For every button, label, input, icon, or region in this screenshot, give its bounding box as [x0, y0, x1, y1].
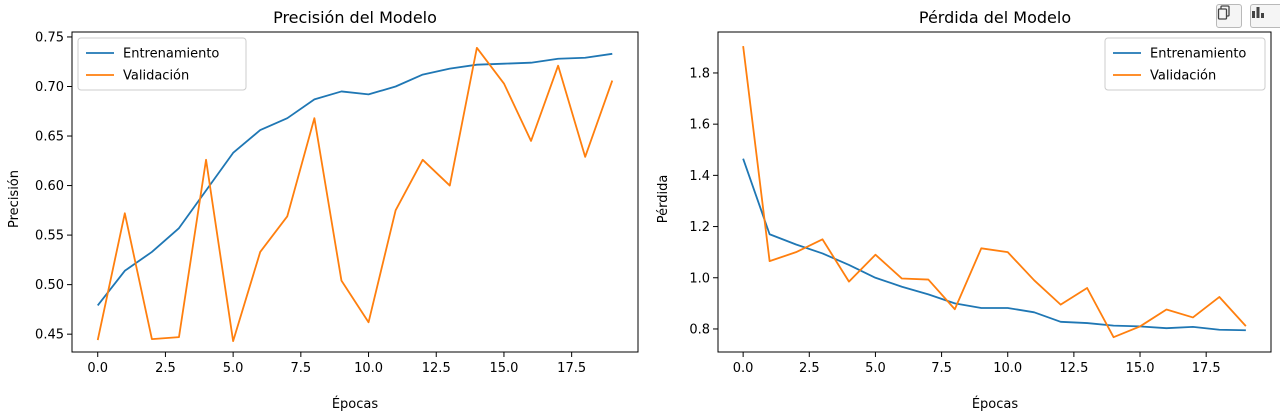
loss-y-tick-label: 0.8 [689, 322, 710, 337]
loss-chart-ylabel: Pérdida [656, 175, 671, 224]
loss-x-tick-label: 17.5 [1192, 361, 1221, 376]
copy-icon [1217, 5, 1230, 20]
accuracy-y-tick-label: 0.70 [35, 80, 64, 95]
loss-y-tick-label: 1.0 [689, 271, 710, 286]
accuracy-y-tick-label: 0.55 [35, 229, 64, 244]
loss-y-tick-label: 1.4 [689, 169, 710, 184]
accuracy-x-tick-label: 2.5 [155, 361, 176, 376]
accuracy-series-line-train [97, 52, 613, 306]
copy-button[interactable] [1216, 4, 1242, 28]
accuracy-x-tick-label: 15.0 [489, 361, 518, 376]
loss-series-line-val [742, 45, 1247, 339]
accuracy-chart-title: Precisión del Modelo [273, 8, 437, 27]
chart-button[interactable] [1250, 4, 1280, 28]
accuracy-series-line-val [96, 46, 614, 343]
loss-legend [1104, 37, 1266, 91]
accuracy-y-tick-label: 0.65 [35, 130, 64, 145]
accuracy-legend-label: Validación [123, 69, 189, 84]
chart-icon [1252, 7, 1264, 18]
accuracy-legend-label: Entrenamiento [123, 47, 219, 62]
loss-y-tick-label: 1.8 [689, 66, 710, 81]
accuracy-y-tick-label: 0.45 [35, 328, 64, 343]
loss-x-tick-label: 15.0 [1126, 361, 1155, 376]
accuracy-chart-xlabel: Épocas [332, 396, 379, 412]
accuracy-x-tick-label: 7.5 [290, 361, 311, 376]
loss-x-tick-label: 2.5 [799, 361, 820, 376]
loss-legend-label: Validación [1150, 69, 1216, 84]
loss-axes-frame [717, 31, 1272, 353]
accuracy-chart: Precisión del Modelo Épocas Precisión 0.… [7, 8, 639, 412]
loss-x-tick-label: 0.0 [733, 361, 754, 376]
loss-x-tick-label: 12.5 [1059, 361, 1088, 376]
loss-chart-title: Pérdida del Modelo [919, 8, 1071, 27]
loss-series-line-train [742, 158, 1246, 332]
loss-y-tick-label: 1.6 [689, 118, 710, 133]
accuracy-y-tick-label: 0.60 [35, 179, 64, 194]
accuracy-chart-ylabel: Precisión [7, 170, 22, 228]
accuracy-x-tick-label: 0.0 [87, 361, 108, 376]
accuracy-y-tick-label: 0.75 [35, 30, 64, 45]
accuracy-legend [77, 37, 247, 91]
loss-x-tick-label: 7.5 [931, 361, 952, 376]
accuracy-axes-frame [71, 31, 639, 353]
loss-chart: Pérdida del Modelo Épocas Pérdida 0.0 2.5… [656, 8, 1272, 412]
accuracy-x-tick-label: 5.0 [223, 361, 244, 376]
loss-x-tick-label: 10.0 [993, 361, 1022, 376]
loss-chart-xlabel: Épocas [972, 396, 1019, 412]
loss-x-tick-label: 5.0 [865, 361, 886, 376]
accuracy-x-tick-label: 12.5 [422, 361, 451, 376]
loss-legend-label: Entrenamiento [1150, 47, 1246, 62]
accuracy-x-tick-label: 17.5 [557, 361, 586, 376]
accuracy-y-tick-label: 0.50 [35, 278, 64, 293]
accuracy-x-tick-label: 10.0 [354, 361, 383, 376]
loss-y-tick-label: 1.2 [689, 220, 710, 235]
